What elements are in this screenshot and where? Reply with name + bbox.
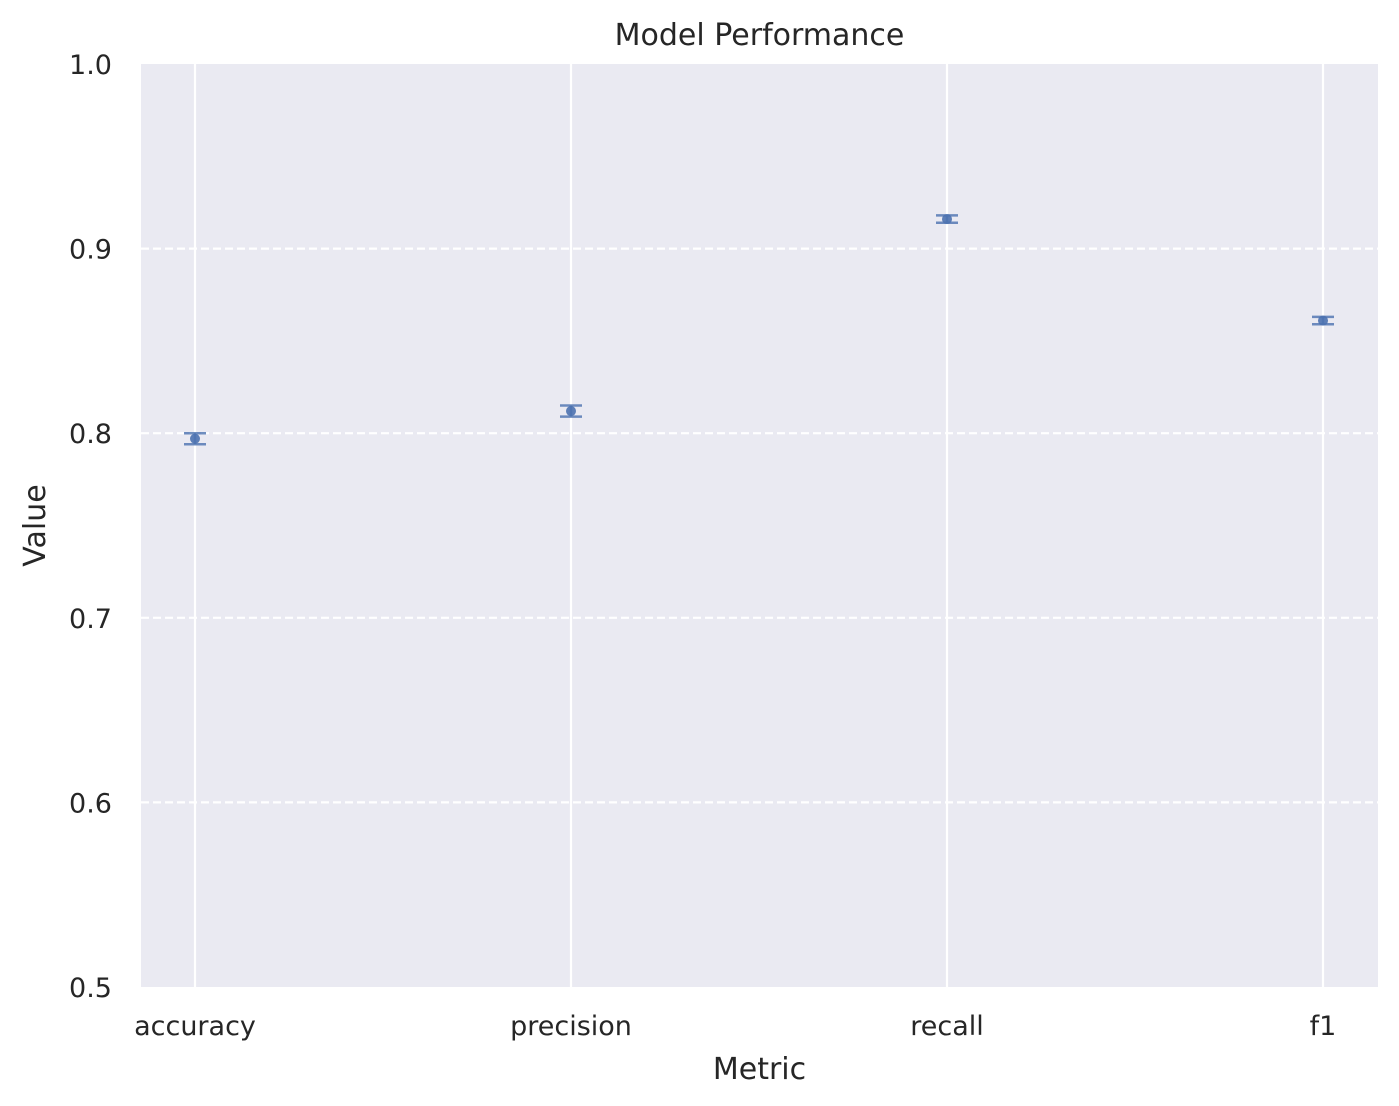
- x-tick-label-f1: f1: [1310, 1011, 1337, 1042]
- y-tick-label: 0.8: [69, 419, 112, 450]
- data-point-accuracy: [184, 431, 206, 446]
- plot-area: [141, 64, 1378, 987]
- data-point-f1: [1312, 315, 1334, 326]
- data-point-precision: [560, 404, 582, 418]
- y-tick-label: 0.6: [69, 788, 112, 819]
- marker: [942, 214, 952, 225]
- x-tick-label-accuracy: accuracy: [134, 1011, 256, 1042]
- y-axis-label: Value: [18, 484, 53, 566]
- tick-labels: 0.5 0.6 0.7 0.8 0.9 1.0 accuracy precision recal…: [69, 50, 1336, 1042]
- y-tick-label: 1.0: [69, 50, 112, 81]
- x-axis-label: Metric: [713, 1052, 806, 1087]
- y-tick-label: 0.9: [69, 235, 112, 266]
- marker: [190, 433, 200, 444]
- marker: [566, 406, 576, 417]
- x-tick-label-precision: precision: [510, 1011, 632, 1042]
- data-point-recall: [936, 214, 958, 225]
- y-tick-label: 0.5: [69, 973, 112, 1004]
- x-tick-label-recall: recall: [910, 1011, 984, 1042]
- chart-title: Model Performance: [615, 18, 905, 53]
- data-points: [184, 214, 1334, 446]
- marker: [1318, 315, 1328, 326]
- y-tick-label: 0.7: [69, 604, 112, 635]
